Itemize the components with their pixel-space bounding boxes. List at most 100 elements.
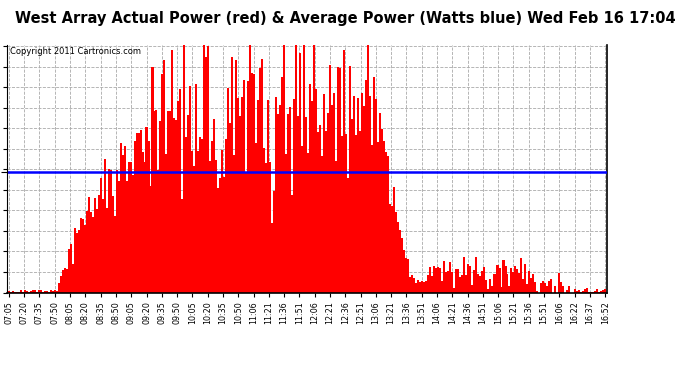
Bar	[94, 198, 96, 292]
Bar	[451, 272, 453, 292]
Bar	[101, 199, 104, 292]
Bar	[331, 105, 333, 292]
Bar	[371, 145, 373, 292]
Bar	[443, 261, 444, 292]
Bar	[351, 119, 353, 292]
Bar	[168, 111, 170, 292]
Bar	[551, 279, 553, 292]
Bar	[293, 99, 295, 292]
Bar	[549, 281, 551, 292]
Bar	[265, 163, 267, 292]
Bar	[509, 286, 511, 292]
Bar	[536, 291, 538, 292]
Bar	[132, 176, 134, 292]
Bar	[317, 132, 319, 292]
Bar	[239, 116, 241, 292]
Bar	[267, 100, 269, 292]
Bar	[339, 68, 341, 292]
Bar	[375, 99, 377, 292]
Bar	[495, 274, 497, 292]
Bar	[504, 266, 506, 292]
Bar	[586, 288, 589, 292]
Bar	[363, 106, 365, 292]
Bar	[349, 66, 351, 292]
Bar	[323, 94, 325, 292]
Bar	[255, 143, 257, 292]
Bar	[471, 285, 473, 292]
Bar	[518, 273, 520, 292]
Bar	[86, 210, 88, 292]
Bar	[459, 277, 461, 292]
Bar	[225, 139, 227, 292]
Bar	[411, 275, 413, 292]
Bar	[542, 282, 544, 292]
Bar	[387, 156, 389, 292]
Bar	[353, 96, 355, 292]
Bar	[112, 196, 114, 292]
Bar	[188, 115, 189, 292]
Bar	[233, 155, 235, 292]
Bar	[177, 101, 179, 292]
Bar	[421, 281, 423, 292]
Bar	[148, 141, 150, 292]
Bar	[61, 270, 63, 292]
Bar	[219, 178, 221, 292]
Bar	[204, 42, 206, 292]
Bar	[388, 204, 391, 292]
Bar	[502, 260, 504, 292]
Bar	[253, 74, 255, 292]
Bar	[516, 269, 518, 292]
Bar	[484, 280, 486, 292]
Bar	[594, 291, 596, 292]
Bar	[361, 93, 363, 292]
Bar	[273, 191, 275, 292]
Bar	[193, 166, 195, 292]
Bar	[106, 208, 108, 292]
Bar	[209, 162, 211, 292]
Bar	[598, 291, 600, 292]
Bar	[479, 276, 480, 292]
Bar	[146, 127, 148, 292]
Bar	[81, 219, 83, 292]
Bar	[8, 291, 10, 292]
Bar	[99, 178, 101, 292]
Bar	[369, 96, 371, 292]
Bar	[373, 77, 375, 292]
Bar	[153, 111, 155, 292]
Bar	[359, 132, 361, 292]
Bar	[602, 290, 604, 292]
Bar	[159, 120, 161, 292]
Bar	[441, 281, 443, 292]
Bar	[243, 80, 245, 292]
Bar	[511, 268, 513, 292]
Bar	[58, 283, 60, 292]
Bar	[245, 173, 247, 292]
Bar	[121, 155, 124, 292]
Bar	[108, 170, 110, 292]
Bar	[461, 275, 462, 292]
Bar	[63, 268, 66, 292]
Bar	[480, 271, 482, 292]
Bar	[417, 280, 419, 292]
Bar	[227, 88, 229, 292]
Bar	[475, 257, 477, 292]
Bar	[576, 291, 578, 292]
Bar	[303, 45, 305, 292]
Bar	[381, 129, 383, 292]
Bar	[164, 60, 166, 292]
Bar	[97, 195, 99, 292]
Bar	[562, 286, 564, 292]
Bar	[235, 60, 237, 292]
Bar	[544, 284, 546, 292]
Bar	[462, 257, 464, 292]
Bar	[319, 124, 321, 292]
Bar	[554, 286, 556, 292]
Bar	[540, 284, 542, 292]
Bar	[263, 148, 265, 292]
Bar	[30, 291, 32, 292]
Bar	[385, 152, 387, 292]
Text: Copyright 2011 Cartronics.com: Copyright 2011 Cartronics.com	[10, 48, 141, 57]
Bar	[90, 212, 92, 292]
Bar	[92, 217, 94, 292]
Bar	[213, 120, 215, 292]
